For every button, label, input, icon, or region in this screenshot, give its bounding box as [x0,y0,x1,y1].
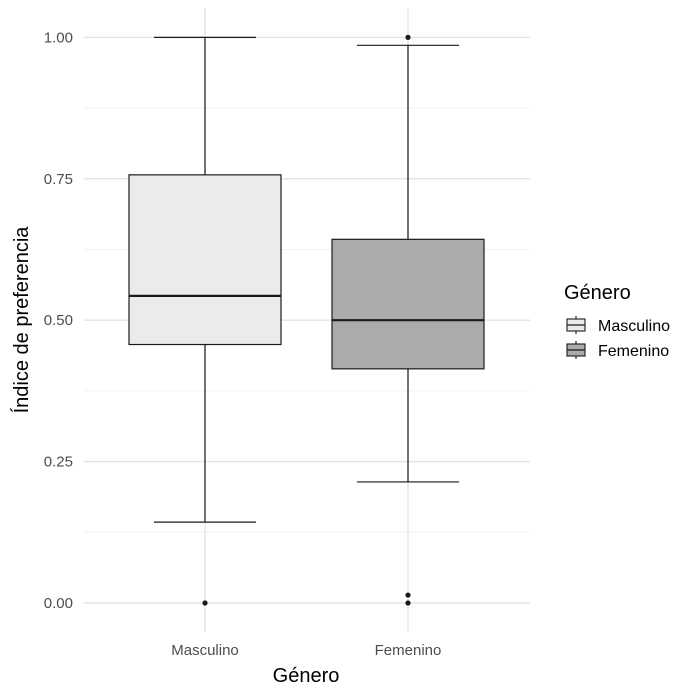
box-masculino [128,36,282,606]
y-tick-label: 0.25 [44,454,73,471]
outlier-point [405,600,411,606]
box-femenino [331,34,485,606]
outlier-point [405,592,411,598]
box-iqr [331,238,485,370]
outlier-point [405,34,411,41]
boxes [128,34,485,606]
y-tick-label: 0.75 [44,171,73,188]
y-axis-ticks: 0.00 0.25 0.50 0.75 1.00 [44,29,73,612]
outlier-point [202,600,208,606]
y-tick-label: 0.50 [44,312,73,329]
legend-label-masculino: Masculino [598,318,670,335]
y-tick-label: 0.00 [44,595,73,612]
y-tick-label: 1.00 [44,29,73,46]
legend: Género Masculino Femenino [564,282,670,360]
legend-title: Género [564,282,631,304]
x-axis-ticks: Masculino Femenino [171,642,441,659]
x-tick-label: Masculino [171,642,239,659]
y-axis-title: Índice de preferencia [10,226,33,414]
legend-keys [566,316,586,359]
x-tick-label: Femenino [375,642,442,659]
legend-key-masculino [566,316,586,334]
legend-label-femenino: Femenino [598,343,669,360]
box-iqr [128,174,282,346]
x-axis-title: Género [273,665,340,687]
legend-key-femenino [566,341,586,359]
